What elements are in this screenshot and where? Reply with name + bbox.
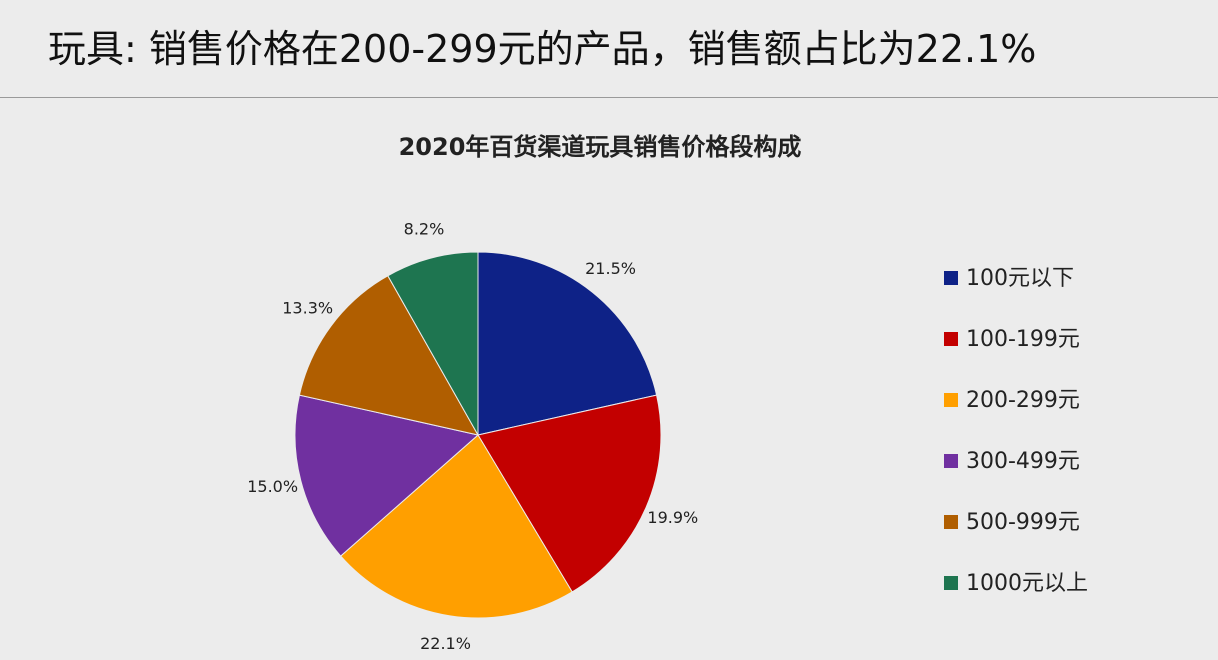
data-label: 22.1%	[420, 634, 471, 653]
legend-label: 1000元以上	[966, 571, 1088, 596]
pie-slice	[298, 275, 479, 436]
legend-swatch	[944, 515, 958, 529]
data-label: 21.5%	[585, 259, 636, 278]
legend-swatch	[944, 454, 958, 468]
pie-slice	[340, 434, 573, 619]
legend-label: 200-299元	[966, 388, 1080, 413]
legend-label: 500-999元	[966, 510, 1080, 535]
legend-label: 100-199元	[966, 327, 1080, 352]
divider	[0, 97, 1218, 98]
legend-swatch	[944, 576, 958, 590]
legend-label: 100元以下	[966, 266, 1074, 291]
legend-swatch	[944, 393, 958, 407]
data-label: 19.9%	[647, 508, 698, 527]
pie-slice	[477, 394, 662, 593]
pie-slice	[294, 394, 480, 557]
data-label: 13.3%	[282, 298, 333, 317]
pie-slice	[477, 251, 658, 436]
pie-slice	[387, 251, 479, 437]
data-label: 15.0%	[247, 477, 298, 496]
chart-title: 2020年百货渠道玩具销售价格段构成	[399, 133, 802, 161]
data-label: 8.2%	[404, 219, 445, 238]
slide-title: 玩具: 销售价格在200-299元的产品，销售额占比为22.1%	[48, 27, 1037, 71]
legend-swatch	[944, 332, 958, 346]
legend-swatch	[944, 271, 958, 285]
legend-label: 300-499元	[966, 449, 1080, 474]
